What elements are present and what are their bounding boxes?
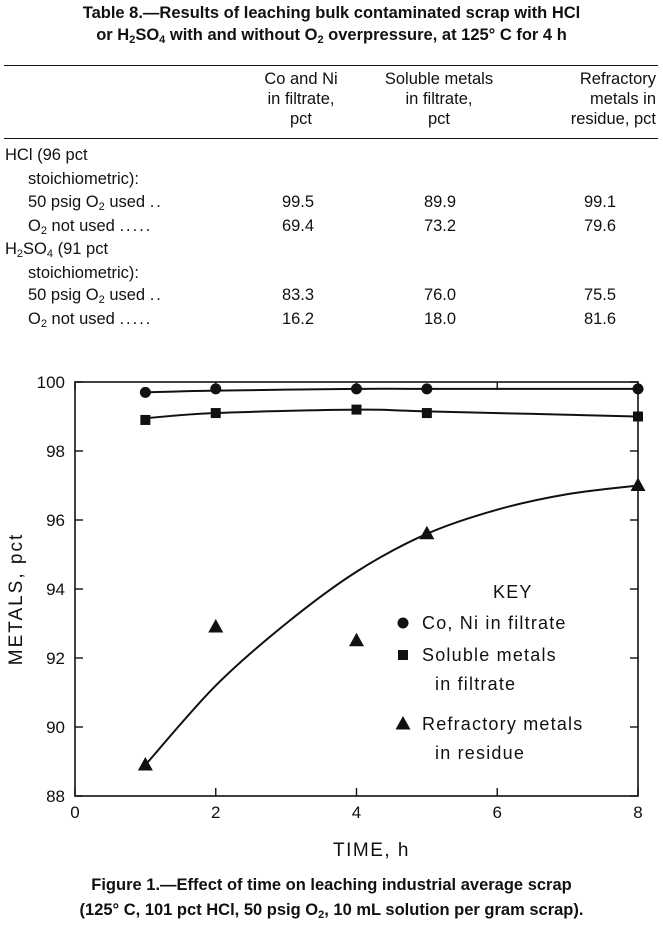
fit-curve-circle — [145, 387, 638, 394]
group-sublabel-hcl: stoichiometric): — [28, 170, 139, 188]
table-cell: 89.9 — [423, 193, 457, 211]
legend-label: Refractory metals — [422, 714, 583, 734]
column-header-refractory: Refractory metals in residue, pct — [570, 70, 656, 128]
data-point-circle — [632, 383, 644, 395]
table-row-label: O2 not used ..... — [28, 217, 153, 237]
y-axis-label: METALS, pct — [6, 533, 27, 666]
group-label-h2so4: H2SO4 (91 pct — [5, 240, 109, 260]
table-cell: 99.1 — [583, 193, 617, 211]
table-cell: 75.5 — [583, 286, 617, 304]
table-title: Table 8.—Results of leaching bulk contam… — [0, 2, 663, 46]
group-label-hcl: HCl (96 pct — [5, 146, 88, 164]
table-cell: 16.2 — [281, 310, 315, 328]
data-point-circle — [139, 386, 151, 398]
legend-title: KEY — [493, 582, 533, 602]
data-markers — [137, 383, 646, 771]
table-row-label: 50 psig O2 used .. — [28, 286, 163, 306]
data-point-circle — [351, 383, 362, 395]
table-cell: 83.3 — [281, 286, 315, 304]
table-row-label: 50 psig O2 used .. — [28, 193, 163, 213]
data-point-square — [210, 408, 221, 419]
table-top-rule — [4, 65, 658, 66]
x-tick-label: 4 — [352, 803, 361, 822]
fit-curves — [144, 387, 639, 766]
y-tick-label: 94 — [46, 580, 65, 599]
figure-caption-line-2: (125° C, 101 pct HCl, 50 psig O2, 10 mL … — [79, 901, 584, 921]
table-cell: 18.0 — [423, 310, 457, 328]
fit-curve-triangle — [144, 484, 639, 766]
y-tick-label: 92 — [46, 649, 65, 668]
table-cell: 69.4 — [281, 217, 315, 235]
table-row-label: O2 not used ..... — [28, 310, 153, 330]
y-tick-label: 90 — [46, 718, 65, 737]
data-point-triangle — [208, 618, 224, 633]
legend-marker-square — [398, 650, 408, 660]
x-tick-label: 2 — [211, 803, 220, 822]
data-point-circle — [210, 383, 222, 395]
legend-label: Co, Ni in filtrate — [422, 613, 567, 633]
figure-caption-line-1: Figure 1.—Effect of time on leaching ind… — [91, 876, 572, 894]
data-point-circle — [421, 383, 433, 395]
figure-caption: Figure 1.—Effect of time on leaching ind… — [0, 873, 663, 923]
table-cell: 81.6 — [583, 310, 617, 328]
x-tick-label: 8 — [633, 803, 642, 822]
table-cell: 79.6 — [583, 217, 617, 235]
data-point-square — [351, 404, 362, 415]
x-tick-label: 0 — [70, 803, 79, 822]
data-point-triangle — [419, 525, 435, 540]
legend-label-line-2: in filtrate — [435, 674, 516, 694]
data-point-square — [633, 411, 643, 422]
legend-marker-triangle — [395, 716, 411, 730]
group-sublabel-h2so4: stoichiometric): — [28, 264, 139, 282]
legend-label-line-2: in residue — [435, 743, 525, 763]
legend-label: Soluble metals — [422, 645, 557, 665]
table-cell: 99.5 — [281, 193, 315, 211]
data-point-triangle — [137, 756, 153, 771]
table-cell: 73.2 — [423, 217, 457, 235]
x-tick-label: 6 — [493, 803, 502, 822]
legend-marker-circle — [397, 617, 409, 629]
fit-curve-square — [145, 408, 639, 420]
y-tick-label: 88 — [46, 787, 65, 806]
data-point-triangle — [630, 477, 646, 491]
column-header-co-ni: Co and Ni in filtrate, pct — [264, 70, 338, 128]
table-cell: 76.0 — [423, 286, 457, 304]
table-title-line-2: or H2SO4 with and without O2 overpressur… — [96, 26, 567, 46]
legend: KEY Co, Ni in filtrate Soluble metals in fi… — [395, 582, 583, 763]
y-tick-label: 100 — [37, 373, 65, 392]
data-point-square — [140, 414, 151, 425]
data-point-square — [421, 408, 432, 419]
y-tick-label: 96 — [46, 511, 65, 530]
x-axis-label: TIME, h — [333, 840, 410, 861]
data-point-triangle — [349, 632, 364, 647]
y-tick-label: 98 — [46, 442, 65, 461]
table-header-rule — [4, 138, 658, 139]
table-title-line-1: Table 8.—Results of leaching bulk contam… — [82, 4, 581, 22]
column-header-soluble: Soluble metals in filtrate, pct — [384, 70, 494, 128]
